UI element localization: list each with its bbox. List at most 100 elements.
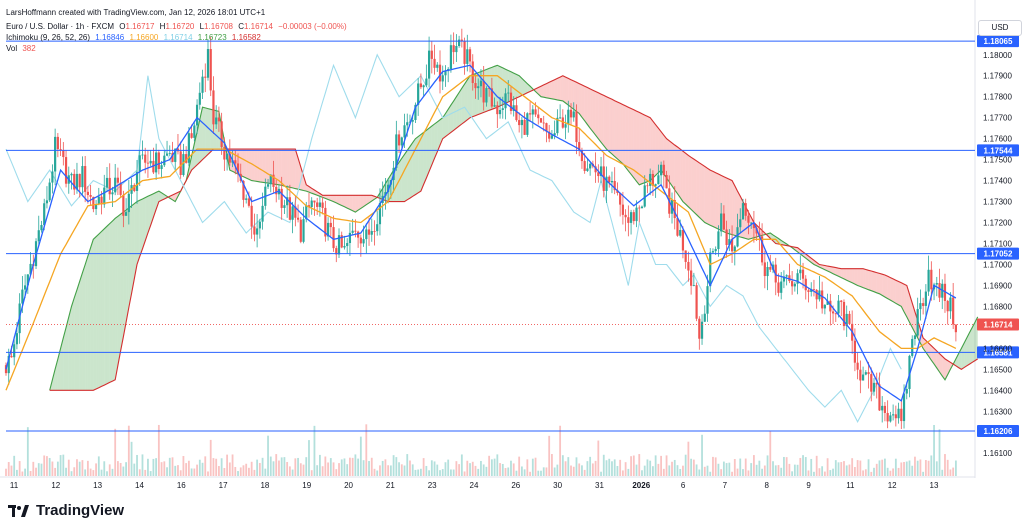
candle-body: [406, 122, 409, 126]
ichimoku-cloud-segment: [682, 151, 686, 205]
volume-bar: [493, 458, 496, 476]
candle-body: [952, 297, 955, 325]
ichimoku-cloud-segment: [437, 119, 441, 152]
volume-bar: [218, 466, 220, 476]
volume-bar: [316, 465, 319, 476]
volume-bar: [725, 463, 728, 476]
candle-body: [886, 412, 889, 422]
volume-bar: [272, 461, 275, 476]
symbol-legend[interactable]: Euro / U.S. Dollar · 1h · FXCM O1.16717 …: [6, 22, 350, 31]
ichimoku-cloud-segment: [931, 345, 935, 365]
volume-bar: [733, 459, 736, 476]
ichimoku-cloud-segment: [843, 268, 847, 281]
candle-body: [280, 188, 283, 208]
tradingview-brand[interactable]: TradingView: [8, 502, 124, 519]
volume-bar: [392, 455, 395, 476]
candle-body: [29, 263, 32, 275]
volume-bar: [671, 461, 673, 476]
volume-legend[interactable]: Vol 382: [6, 44, 39, 53]
volume-value: 382: [22, 44, 36, 53]
volume-bar: [16, 469, 18, 476]
volume-bar: [526, 459, 529, 476]
volume-bar: [714, 457, 717, 476]
ichimoku-cloud-segment: [106, 223, 110, 384]
candle-body: [883, 405, 887, 413]
x-tick-label: 31: [595, 481, 604, 490]
candle-body: [635, 207, 638, 222]
candle-body: [878, 384, 881, 411]
candle-body: [690, 270, 693, 286]
ichimoku-cloud-segment: [470, 74, 473, 118]
ichimoku-cloud-segment: [614, 100, 618, 159]
candle-body: [168, 152, 171, 154]
candle-body: [777, 282, 780, 293]
volume-bar: [13, 455, 16, 476]
y-tick-label: 1.18000: [983, 51, 1012, 60]
candle-body: [40, 225, 43, 231]
candle-body: [515, 105, 518, 121]
candle-body: [146, 162, 150, 164]
volume-bar: [119, 462, 122, 476]
volume-bar: [545, 467, 548, 476]
candle-body: [357, 231, 360, 238]
volume-bar: [791, 471, 794, 476]
ichimoku-cloud-segment: [429, 126, 432, 172]
volume-bar: [586, 461, 589, 476]
candle-body: [556, 117, 559, 134]
y-tick-label: 1.16400: [983, 386, 1012, 395]
candle-body: [378, 203, 382, 225]
ohlc-change: −0.00003 (−0.00%): [278, 22, 347, 31]
candle-body: [684, 250, 687, 262]
ichimoku-cloud-segment: [573, 80, 577, 112]
volume-bar: [837, 462, 840, 476]
volume-bar: [346, 464, 349, 476]
ichimoku-cloud-segment: [587, 87, 591, 129]
ichimoku-cloud-segment: [944, 358, 948, 380]
ichimoku-cloud-segment: [609, 98, 612, 155]
candle-body: [346, 243, 349, 247]
candle-body: [387, 184, 390, 193]
volume-bar: [471, 461, 474, 476]
candle-body: [174, 148, 177, 162]
candle-body: [272, 174, 275, 187]
volume-bar: [32, 461, 35, 476]
ichimoku-cloud-segment: [450, 100, 454, 133]
volume-bar: [753, 455, 755, 476]
ichimoku-cloud-segment: [641, 113, 645, 184]
volume-bar: [867, 459, 870, 476]
candle-body: [201, 76, 204, 93]
candle-body: [7, 355, 10, 374]
candle-body: [804, 278, 807, 291]
x-tick-label: 12: [888, 481, 897, 490]
volume-bar: [621, 470, 624, 476]
volume-bar: [43, 455, 46, 476]
candle-body: [471, 61, 474, 84]
ichimoku-cloud-segment: [592, 90, 596, 136]
candle-body: [234, 160, 237, 164]
volume-bar: [570, 465, 572, 476]
candle-body: [659, 164, 663, 176]
ichimoku-cloud-segment: [494, 65, 498, 109]
ichimoku-legend[interactable]: Ichimoku (9, 26, 52, 26) 1.16846 1.16600…: [6, 33, 264, 42]
volume-bar: [834, 460, 837, 476]
candle-body: [474, 83, 477, 89]
candle-body: [324, 207, 327, 237]
volume-bar: [919, 459, 922, 476]
candle-body: [433, 58, 436, 68]
ichimoku-cloud-segment: [292, 149, 296, 189]
candle-body: [395, 134, 398, 168]
ichimoku-cloud-segment: [216, 110, 219, 150]
ichimoku-cloud-segment: [207, 108, 211, 155]
candle-body: [206, 49, 210, 78]
candle-body: [534, 109, 537, 115]
volume-bar: [772, 461, 774, 476]
candle-body: [78, 173, 81, 188]
currency-selector[interactable]: USD: [978, 20, 1022, 36]
candle-body: [425, 78, 428, 86]
candle-body: [133, 185, 136, 191]
x-tick-label: 20: [344, 481, 353, 490]
volume-bar: [177, 465, 179, 476]
volume-bar: [892, 468, 895, 476]
candle-body: [892, 414, 895, 416]
